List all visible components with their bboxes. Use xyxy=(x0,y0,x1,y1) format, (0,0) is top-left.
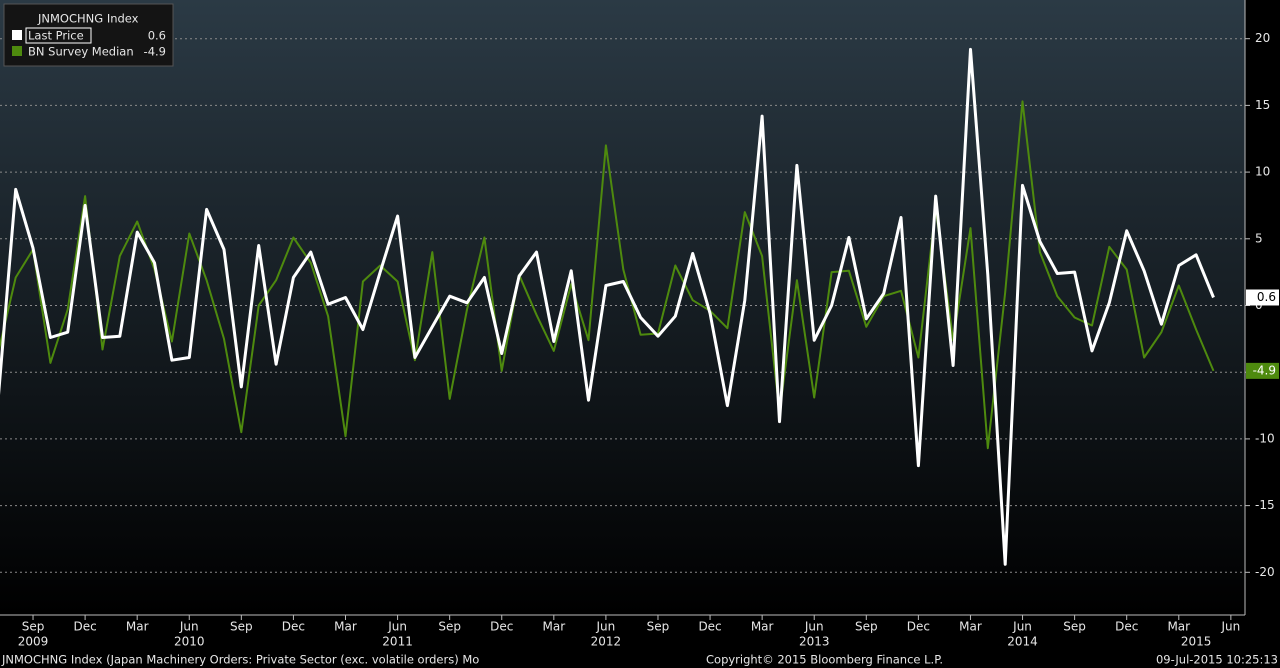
legend-value: -4.9 xyxy=(144,45,166,59)
x-year-label: 2010 xyxy=(174,635,205,649)
last-value-badge xyxy=(1246,362,1279,379)
x-tick-label: Dec xyxy=(698,620,721,634)
x-tick-label: Dec xyxy=(73,620,96,634)
x-tick-label: Jun xyxy=(1012,620,1032,634)
x-tick-label: Sep xyxy=(647,620,670,634)
legend-box xyxy=(3,3,174,67)
legend: JNMOCHNG Index Last Price 0.6 BN Survey … xyxy=(3,3,174,67)
x-tick-label: Mar xyxy=(751,620,774,634)
legend-value: 0.6 xyxy=(148,29,166,43)
series-line xyxy=(0,47,1215,566)
axis-area xyxy=(1245,0,1280,615)
last-value-label: -4.9 xyxy=(1253,363,1276,377)
x-tick-label: Mar xyxy=(126,620,149,634)
y-tick-label: 5 xyxy=(1255,231,1263,245)
footer-timestamp: 09-Jul-2015 10:25:13 xyxy=(1156,653,1278,667)
x-tick-label: Mar xyxy=(542,620,565,634)
x-year-label: 2011 xyxy=(382,635,413,649)
x-tick-label: Dec xyxy=(282,620,305,634)
y-tick-label: 10 xyxy=(1255,165,1270,179)
y-tick-label: -10 xyxy=(1255,431,1275,445)
x-tick-label: Mar xyxy=(959,620,982,634)
footer-bar xyxy=(0,651,1280,668)
legend-title: JNMOCHNG Index xyxy=(37,12,139,26)
x-tick-label: Sep xyxy=(230,620,253,634)
legend-highlight xyxy=(25,27,92,44)
x-tick-label: Dec xyxy=(907,620,930,634)
x-tick-label: Sep xyxy=(438,620,461,634)
x-tick-label: Jun xyxy=(179,620,199,634)
x-tick-label: Dec xyxy=(1115,620,1138,634)
y-tick-label: 20 xyxy=(1255,31,1270,45)
x-tick-label: Mar xyxy=(1167,620,1190,634)
footer-description: JNMOCHNG Index (Japan Machinery Orders: … xyxy=(1,653,479,667)
y-tick-label: 15 xyxy=(1255,98,1270,112)
last-value-badge xyxy=(1246,289,1279,306)
x-tick-label: Jun xyxy=(596,620,616,634)
legend-label: Last Price xyxy=(28,29,84,43)
series-lines xyxy=(0,47,1215,566)
x-tick-label: Dec xyxy=(490,620,513,634)
axes: 20151050-5-10-15-20SepDecMarJunSepDecMar… xyxy=(18,31,1279,649)
x-year-label: 2013 xyxy=(799,635,830,649)
last-value-label: 0.6 xyxy=(1257,290,1276,304)
x-axis-area xyxy=(0,615,1280,651)
x-year-label: 2012 xyxy=(591,635,622,649)
footer-copyright: Copyright© 2015 Bloomberg Finance L.P. xyxy=(706,653,943,667)
x-tick-label: Jun xyxy=(1220,620,1240,634)
x-tick-label: Jun xyxy=(804,620,824,634)
legend-label: BN Survey Median xyxy=(28,45,134,59)
x-tick-label: Sep xyxy=(855,620,878,634)
x-tick-label: Sep xyxy=(1063,620,1086,634)
legend-swatch xyxy=(12,46,22,56)
y-tick-label: -20 xyxy=(1255,565,1275,579)
legend-swatch xyxy=(12,30,22,40)
x-year-label: 2009 xyxy=(18,635,49,649)
y-tick-label: -15 xyxy=(1255,498,1275,512)
plot-area xyxy=(0,0,1245,615)
x-year-label: 2014 xyxy=(1007,635,1038,649)
x-tick-label: Mar xyxy=(334,620,357,634)
x-year-label: 2015 xyxy=(1181,635,1212,649)
x-tick-label: Sep xyxy=(22,620,45,634)
x-tick-label: Jun xyxy=(387,620,407,634)
